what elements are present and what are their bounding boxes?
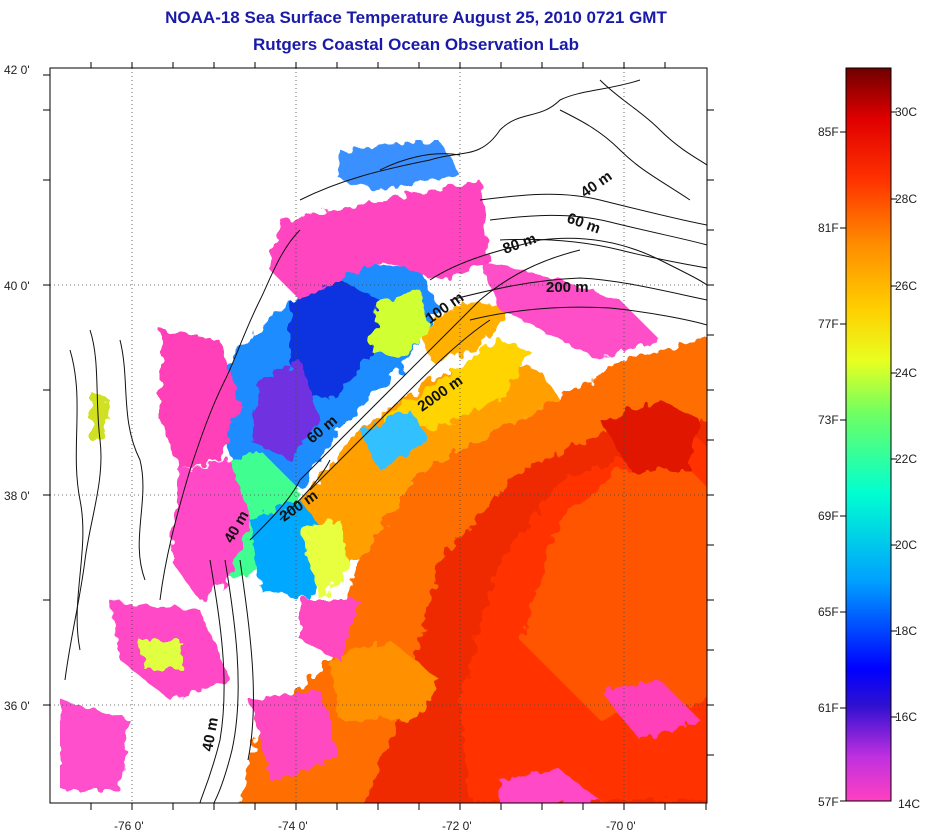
lon-labels: -76 0' -74 0' -72 0' -70 0'	[114, 819, 636, 832]
map-title: NOAA-18 Sea Surface Temperature August 2…	[165, 8, 667, 27]
map-subtitle: Rutgers Coastal Ocean Observation Lab	[253, 35, 579, 54]
colorbar-c-label: 22C	[895, 452, 917, 466]
colorbar-f-label: 57F	[818, 795, 839, 809]
celsius-labels: 30C 28C 26C 24C 22C 20C 18C 16C 14C	[895, 105, 920, 811]
colorbar-c-label: 28C	[895, 192, 917, 206]
colorbar-c-label: 24C	[895, 366, 917, 380]
lat-labels: 42 0' 40 0' 38 0' 36 0'	[4, 63, 30, 713]
lat-tick-label: 36 0'	[4, 699, 30, 713]
colorbar-c-label: 30C	[895, 105, 917, 119]
fahrenheit-labels: 85F 81F 77F 73F 69F 65F 61F 57F	[818, 125, 839, 809]
coastline-lines	[64, 79, 707, 803]
sst-imagery	[60, 140, 707, 803]
map-panel: 40 m 60 m 80 m 200 m 100 m 2000 m 60 m 2…	[4, 62, 714, 832]
colorbar-f-label: 85F	[818, 125, 839, 139]
colorbar-c-label: 20C	[895, 538, 917, 552]
colorbar-f-label: 77F	[818, 317, 839, 331]
colorbar-f-label: 69F	[818, 509, 839, 523]
lon-tick-label: -72 0'	[442, 819, 472, 832]
lat-tick-label: 40 0'	[4, 279, 30, 293]
lat-tick-label: 38 0'	[4, 489, 30, 503]
colorbar-c-label: 14C	[898, 797, 920, 811]
colorbar-c-label: 26C	[895, 279, 917, 293]
graticule	[50, 68, 707, 803]
colorbar-f-label: 81F	[818, 221, 839, 235]
lon-tick-label: -74 0'	[278, 819, 308, 832]
lon-tick-label: -76 0'	[114, 819, 144, 832]
colorbar-f-label: 73F	[818, 413, 839, 427]
lat-tick-label: 42 0'	[4, 63, 30, 77]
colorbar-c-label: 16C	[895, 710, 917, 724]
isobath-label: 40 m	[199, 716, 222, 753]
colorbar: 85F 81F 77F 73F 69F 65F 61F 57F 30C 28C …	[818, 67, 920, 811]
axis-ticks	[43, 62, 714, 810]
colorbar-c-label: 18C	[895, 624, 917, 638]
lon-tick-label: -70 0'	[606, 819, 636, 832]
isobath-label: 200 m	[546, 279, 589, 296]
colorbar-f-label: 65F	[818, 605, 839, 619]
colorbar-f-label: 61F	[818, 701, 839, 715]
colorbar-gradient	[845, 67, 892, 802]
